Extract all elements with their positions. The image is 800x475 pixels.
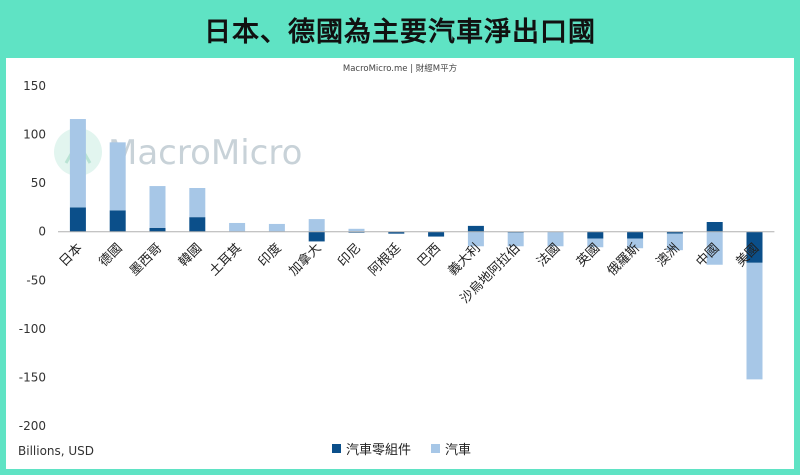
bar-cars — [706, 231, 723, 265]
bar-parts — [467, 225, 484, 232]
bar-parts — [388, 231, 405, 234]
legend-swatch-parts — [332, 444, 341, 453]
bar-cars — [507, 232, 524, 247]
y-tick-label: 50 — [31, 176, 46, 190]
watermark: MacroMicro — [54, 128, 302, 176]
legend: 汽車零組件 汽車 — [332, 443, 471, 458]
bar-cars — [69, 119, 86, 208]
watermark-text: MacroMicro — [108, 133, 302, 173]
chart-title: 日本、德國為主要汽車淨出口國 — [204, 16, 596, 48]
bar-cars — [229, 222, 246, 232]
x-tick-label: 阿根廷 — [366, 241, 404, 279]
bar-cars — [268, 223, 285, 232]
x-tick-label: 印尼 — [335, 241, 364, 270]
bar-parts — [428, 231, 445, 237]
legend-label-parts: 汽車零組件 — [346, 443, 411, 458]
bar-parts — [587, 231, 604, 239]
bar-parts — [69, 207, 86, 232]
x-tick-label: 義大利 — [445, 240, 484, 279]
bar-parts — [109, 210, 126, 232]
bar-cars — [109, 142, 126, 211]
bar-cars — [746, 262, 763, 380]
bar-cars — [189, 188, 206, 218]
bar-cars — [587, 238, 604, 248]
y-tick-label: -50 — [26, 273, 46, 287]
y-tick-label: 100 — [23, 128, 46, 142]
bar-cars — [547, 231, 564, 247]
x-tick-label: 土耳其 — [207, 241, 245, 279]
bar-parts — [149, 227, 166, 232]
bar-parts — [706, 222, 723, 232]
unit-note: Billions, USD — [18, 444, 94, 458]
bar-cars — [467, 231, 484, 247]
title-bar: 日本、德國為主要汽車淨出口國 — [0, 0, 800, 58]
bar-cars — [348, 228, 365, 232]
x-tick-label: 俄羅斯 — [605, 241, 643, 279]
bar-cars — [308, 219, 325, 232]
y-tick-label: -100 — [19, 322, 46, 336]
x-tick-label: 德國 — [97, 241, 126, 270]
x-tick-label: 日本 — [57, 241, 86, 270]
bar-parts — [308, 231, 325, 242]
x-tick-label: 韓國 — [176, 241, 205, 270]
y-tick-label: 0 — [38, 225, 46, 239]
bar-cars — [149, 186, 166, 228]
y-tick-label: -150 — [19, 370, 46, 384]
x-tick-label: 印度 — [255, 240, 285, 270]
bar-cars — [627, 238, 644, 249]
chart-panel — [6, 58, 794, 469]
x-tick-label: 巴西 — [415, 241, 444, 270]
x-tick-label: 加拿大 — [286, 240, 325, 279]
legend-swatch-cars — [431, 444, 440, 453]
y-tick-label: 150 — [23, 79, 46, 93]
bar-cars — [666, 233, 683, 251]
x-tick-label: 墨西哥 — [127, 241, 165, 279]
bar-parts — [189, 217, 206, 232]
source-note: MacroMicro.me | 財經M平方 — [342, 64, 458, 74]
bar-parts — [627, 231, 644, 239]
y-tick-label: -200 — [19, 419, 46, 433]
bar-parts — [746, 231, 763, 263]
bar-parts — [666, 231, 683, 234]
y-axis: -200 -150 -100 -50 0 50 100 150 — [19, 79, 46, 433]
bars — [69, 119, 763, 380]
legend-label-cars: 汽車 — [445, 443, 471, 458]
